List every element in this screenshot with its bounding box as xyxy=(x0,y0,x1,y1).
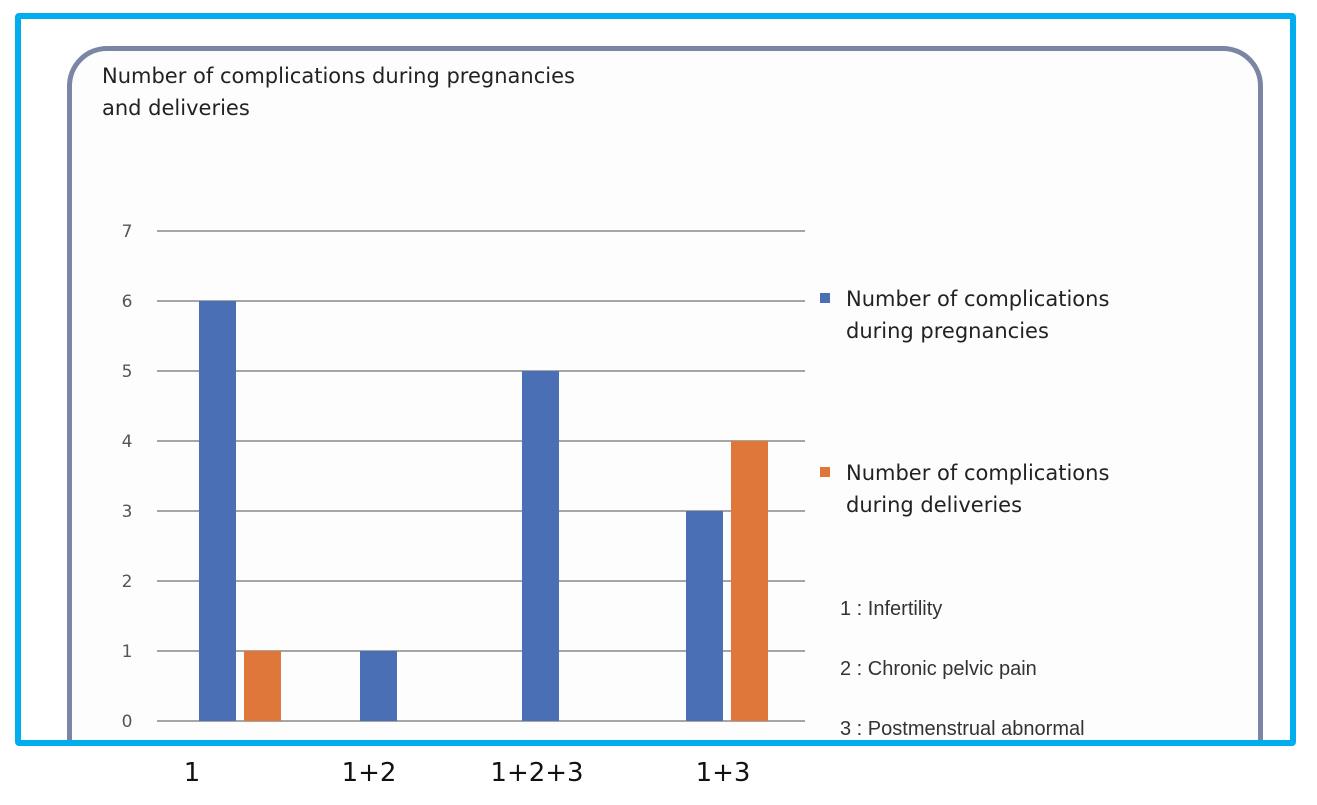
bar-deliveries-1+3 xyxy=(731,441,768,721)
bar-pregnancies-1 xyxy=(199,301,236,721)
y-tick-label: 6 xyxy=(122,292,133,312)
chart-card xyxy=(67,46,1263,740)
chart-title: Number of complications during pregnanci… xyxy=(102,60,702,124)
legend-item-deliveries: Number of complications during deliverie… xyxy=(820,457,1166,521)
legend-label-line-2: during deliveries xyxy=(846,493,1023,517)
legend-label-line-1: Number of complications xyxy=(846,461,1110,485)
bar-pregnancies-1+2 xyxy=(360,651,397,721)
bars xyxy=(199,301,768,721)
y-tick-label: 7 xyxy=(122,222,133,242)
y-tick-label: 1 xyxy=(122,642,133,662)
y-tick-label: 4 xyxy=(122,432,133,452)
y-tick-label: 2 xyxy=(122,572,133,592)
y-tick-label: 0 xyxy=(122,712,133,732)
bar-pregnancies-1+2+3 xyxy=(522,371,559,721)
x-category-label: 1+2 xyxy=(341,758,397,788)
legend-label-line-1: Number of complications xyxy=(846,287,1110,311)
chart-plot-area: 0 1 2 3 4 5 6 7 xyxy=(122,222,805,732)
y-axis-tick-labels: 0 1 2 3 4 5 6 7 xyxy=(122,222,133,732)
note-chronic-pelvic-pain: 2 : Chronic pelvic pain xyxy=(840,658,1037,680)
x-category-label: 1 xyxy=(183,758,201,788)
chart-title-line-1: Number of complications during pregnanci… xyxy=(102,64,575,88)
chart-title-line-2: and deliveries xyxy=(102,96,250,120)
y-tick-label: 5 xyxy=(122,362,133,382)
legend-label-pregnancies: Number of complications during pregnanci… xyxy=(846,283,1166,347)
bar-pregnancies-1+3 xyxy=(686,511,723,721)
x-category-label: 1+2+3 xyxy=(490,758,584,788)
legend-label-line-2: during pregnancies xyxy=(846,319,1049,343)
legend-swatch-deliveries xyxy=(820,467,830,477)
x-category-label: 1+3 xyxy=(695,758,751,788)
legend-item-pregnancies: Number of complications during pregnanci… xyxy=(820,283,1166,347)
legend-label-deliveries: Number of complications during deliverie… xyxy=(846,457,1166,521)
y-tick-label: 3 xyxy=(122,502,133,522)
bar-deliveries-1 xyxy=(244,651,281,721)
note-infertility: 1 : Infertility xyxy=(840,598,943,620)
legend-swatch-pregnancies xyxy=(820,293,830,303)
note-postmenstrual-abnormal: 3 : Postmenstrual abnormal xyxy=(840,718,1085,740)
